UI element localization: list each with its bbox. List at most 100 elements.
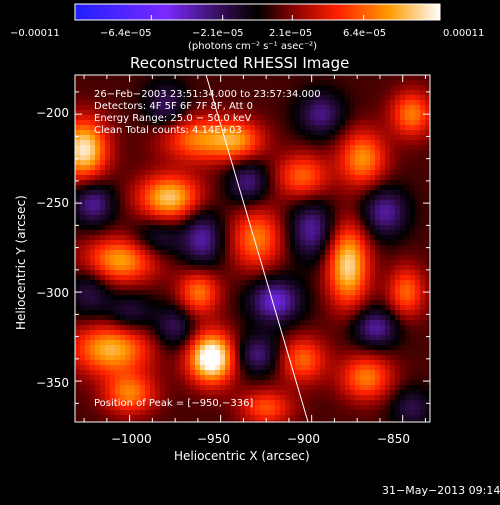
heatmap-cell bbox=[215, 220, 221, 226]
heatmap-cell bbox=[415, 370, 421, 376]
heatmap-cell bbox=[370, 310, 376, 316]
heatmap-cell bbox=[255, 315, 261, 321]
heatmap-cell bbox=[415, 170, 421, 176]
heatmap-cell bbox=[195, 340, 201, 346]
heatmap-cell bbox=[345, 165, 351, 171]
heatmap-cell bbox=[295, 275, 301, 281]
heatmap-cell bbox=[275, 340, 281, 346]
heatmap-cell bbox=[340, 320, 346, 326]
heatmap-cell bbox=[420, 195, 426, 201]
heatmap-cell bbox=[320, 185, 326, 191]
heatmap-cell bbox=[225, 80, 231, 86]
heatmap-cell bbox=[380, 420, 386, 426]
heatmap-cell bbox=[325, 305, 331, 311]
heatmap-cell bbox=[170, 195, 176, 201]
heatmap-cell bbox=[315, 415, 321, 421]
heatmap-cell bbox=[105, 75, 111, 81]
heatmap-cell bbox=[415, 360, 421, 366]
heatmap-cell bbox=[165, 305, 171, 311]
heatmap-cell bbox=[85, 365, 91, 371]
heatmap-cell bbox=[385, 320, 391, 326]
heatmap-cell bbox=[390, 380, 396, 386]
heatmap-cell bbox=[200, 180, 206, 186]
heatmap-cell bbox=[375, 380, 381, 386]
heatmap-cell bbox=[325, 110, 331, 116]
heatmap-cell bbox=[285, 240, 291, 246]
heatmap-cell bbox=[215, 360, 221, 366]
heatmap-cell bbox=[350, 255, 356, 261]
heatmap-cell bbox=[295, 235, 301, 241]
heatmap-cell bbox=[175, 255, 181, 261]
heatmap-cell bbox=[175, 170, 181, 176]
heatmap-cell bbox=[355, 120, 361, 126]
heatmap-cell bbox=[390, 375, 396, 381]
heatmap-cell bbox=[235, 210, 241, 216]
heatmap-cell bbox=[200, 275, 206, 281]
heatmap-cell bbox=[220, 205, 226, 211]
heatmap-cell bbox=[415, 415, 421, 421]
heatmap-cell bbox=[285, 280, 291, 286]
heatmap-cell bbox=[175, 370, 181, 376]
heatmap-cell bbox=[215, 260, 221, 266]
heatmap-cell bbox=[390, 195, 396, 201]
heatmap-cell bbox=[285, 110, 291, 116]
heatmap-cell bbox=[280, 395, 286, 401]
heatmap-cell bbox=[210, 385, 216, 391]
heatmap-cell bbox=[175, 380, 181, 386]
heatmap-cell bbox=[275, 380, 281, 386]
heatmap-cell bbox=[285, 220, 291, 226]
heatmap-cell bbox=[95, 220, 101, 226]
heatmap-cell bbox=[335, 105, 341, 111]
heatmap-cell bbox=[330, 265, 336, 271]
heatmap-cell bbox=[315, 185, 321, 191]
heatmap-cell bbox=[270, 335, 276, 341]
heatmap-cell bbox=[160, 360, 166, 366]
heatmap-cell bbox=[275, 155, 281, 161]
heatmap-cell bbox=[170, 320, 176, 326]
heatmap-cell bbox=[170, 290, 176, 296]
heatmap-cell bbox=[200, 335, 206, 341]
heatmap-cell bbox=[215, 330, 221, 336]
heatmap-cell bbox=[410, 285, 416, 291]
heatmap-cell bbox=[310, 255, 316, 261]
heatmap-cell bbox=[365, 330, 371, 336]
heatmap-cell bbox=[120, 165, 126, 171]
heatmap-cell bbox=[90, 345, 96, 351]
heatmap-cell bbox=[340, 285, 346, 291]
heatmap-cell bbox=[350, 145, 356, 151]
heatmap-cell bbox=[215, 255, 221, 261]
heatmap-cell bbox=[145, 355, 151, 361]
heatmap-cell bbox=[330, 310, 336, 316]
heatmap-cell bbox=[180, 185, 186, 191]
heatmap-cell bbox=[155, 150, 161, 156]
heatmap-cell bbox=[260, 80, 266, 86]
heatmap-cell bbox=[190, 280, 196, 286]
heatmap-cell bbox=[200, 415, 206, 421]
colorbar-tick-label-3: 2.1e−05 bbox=[269, 28, 312, 39]
heatmap-cell bbox=[235, 335, 241, 341]
heatmap-cell bbox=[215, 390, 221, 396]
heatmap-cell bbox=[295, 125, 301, 131]
heatmap-cell bbox=[225, 225, 231, 231]
heatmap-cell bbox=[310, 400, 316, 406]
heatmap-cell bbox=[185, 215, 191, 221]
heatmap-cell bbox=[300, 110, 306, 116]
heatmap-cell bbox=[415, 180, 421, 186]
heatmap-cell bbox=[350, 325, 356, 331]
heatmap-cell bbox=[240, 250, 246, 256]
heatmap-cell bbox=[110, 265, 116, 271]
heatmap-cell bbox=[105, 220, 111, 226]
heatmap-cell bbox=[240, 140, 246, 146]
heatmap-cell bbox=[175, 165, 181, 171]
heatmap-cell bbox=[335, 265, 341, 271]
heatmap-cell bbox=[305, 365, 311, 371]
heatmap-cell bbox=[110, 165, 116, 171]
heatmap-cell bbox=[225, 230, 231, 236]
heatmap-cell bbox=[320, 390, 326, 396]
heatmap-cell bbox=[250, 125, 256, 131]
heatmap-cell bbox=[85, 350, 91, 356]
heatmap-cell bbox=[210, 200, 216, 206]
heatmap-cell bbox=[85, 295, 91, 301]
heatmap-cell bbox=[250, 340, 256, 346]
heatmap-cell bbox=[90, 295, 96, 301]
